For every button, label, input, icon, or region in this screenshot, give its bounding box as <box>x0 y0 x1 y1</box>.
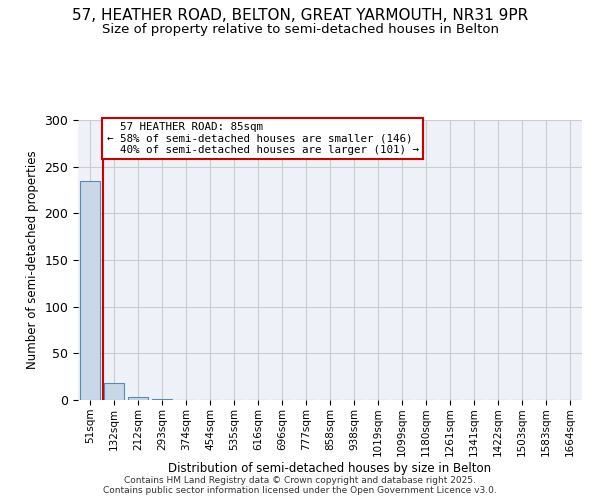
Text: Contains HM Land Registry data © Crown copyright and database right 2025.
Contai: Contains HM Land Registry data © Crown c… <box>103 476 497 495</box>
Bar <box>80 180 100 400</box>
Text: 57 HEATHER ROAD: 85sqm
← 58% of semi-detached houses are smaller (146)
  40% of : 57 HEATHER ROAD: 85sqm ← 58% of semi-det… <box>107 122 419 155</box>
Text: 57, HEATHER ROAD, BELTON, GREAT YARMOUTH, NR31 9PR: 57, HEATHER ROAD, BELTON, GREAT YARMOUTH… <box>72 8 528 22</box>
Bar <box>128 397 148 400</box>
Bar <box>152 399 172 400</box>
Y-axis label: Number of semi-detached properties: Number of semi-detached properties <box>26 150 39 370</box>
X-axis label: Distribution of semi-detached houses by size in Belton: Distribution of semi-detached houses by … <box>169 462 491 475</box>
Bar <box>104 383 124 400</box>
Text: Size of property relative to semi-detached houses in Belton: Size of property relative to semi-detach… <box>101 22 499 36</box>
